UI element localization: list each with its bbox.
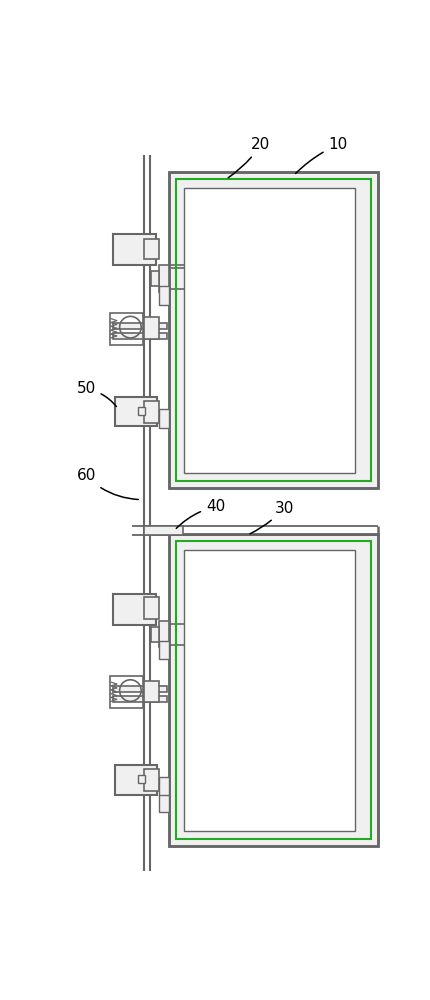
- Bar: [138, 407, 145, 415]
- Bar: [144, 526, 182, 535]
- Bar: [151, 271, 159, 286]
- Text: 60: 60: [77, 468, 138, 499]
- Bar: [184, 550, 354, 831]
- Bar: [144, 769, 159, 791]
- Bar: [113, 234, 156, 265]
- Bar: [115, 765, 157, 795]
- Bar: [144, 317, 159, 339]
- Bar: [138, 775, 145, 783]
- Bar: [169, 534, 378, 846]
- Bar: [144, 681, 159, 702]
- Text: 30: 30: [249, 501, 293, 534]
- Text: 50: 50: [77, 381, 116, 407]
- Bar: [175, 179, 371, 481]
- Text: 40: 40: [176, 499, 224, 528]
- Bar: [112, 696, 166, 702]
- Text: 10: 10: [295, 137, 347, 173]
- Bar: [159, 286, 169, 305]
- Bar: [184, 188, 354, 473]
- Bar: [159, 641, 169, 659]
- Bar: [159, 777, 169, 796]
- Bar: [113, 594, 156, 625]
- Bar: [110, 676, 142, 708]
- Bar: [169, 172, 378, 488]
- Bar: [144, 597, 159, 619]
- Bar: [159, 620, 169, 647]
- Bar: [112, 323, 166, 329]
- Bar: [144, 401, 159, 423]
- Bar: [115, 397, 157, 426]
- Bar: [159, 265, 169, 292]
- Bar: [151, 627, 159, 642]
- Bar: [112, 333, 166, 339]
- Bar: [169, 534, 378, 846]
- Bar: [144, 239, 159, 259]
- Bar: [159, 409, 169, 428]
- Bar: [110, 312, 142, 345]
- Bar: [159, 795, 169, 812]
- Bar: [169, 172, 378, 488]
- Bar: [175, 541, 371, 839]
- Bar: [112, 686, 166, 692]
- Text: 20: 20: [227, 137, 270, 178]
